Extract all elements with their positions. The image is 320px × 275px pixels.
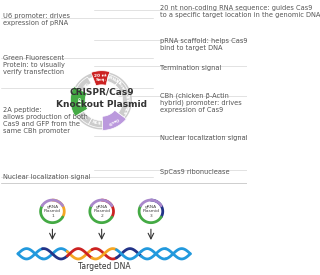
Text: gRNA
Plasmid
2: gRNA Plasmid 2 <box>93 205 110 218</box>
Text: Green Fluorescent
Protein: to visually
verify transfection: Green Fluorescent Protein: to visually v… <box>3 56 65 75</box>
Text: Term: Term <box>116 81 127 93</box>
Text: CBh: CBh <box>124 93 129 103</box>
Polygon shape <box>118 103 130 117</box>
Polygon shape <box>107 75 120 85</box>
Text: U6: U6 <box>80 81 88 88</box>
Text: CBh (chicken β-Actin
hybrid) promoter: drives
expression of Cas9: CBh (chicken β-Actin hybrid) promoter: d… <box>160 92 241 113</box>
Polygon shape <box>71 72 132 130</box>
Polygon shape <box>84 84 119 117</box>
Polygon shape <box>75 75 128 126</box>
Polygon shape <box>78 111 92 125</box>
Text: 20 nt non-coding RNA sequence: guides Cas9
to a specific target location in the : 20 nt non-coding RNA sequence: guides Ca… <box>160 5 320 18</box>
Text: gRNA
Plasmid
3: gRNA Plasmid 3 <box>142 205 159 218</box>
Polygon shape <box>77 77 91 91</box>
Text: Nuclear localization signal: Nuclear localization signal <box>3 174 91 180</box>
Polygon shape <box>139 200 163 223</box>
Text: Targeted DNA: Targeted DNA <box>78 262 131 271</box>
Polygon shape <box>115 80 128 93</box>
Text: gRNA
Plasmid
1: gRNA Plasmid 1 <box>44 205 61 218</box>
Text: 2A peptide:
allows production of both
Cas9 and GFP from the
same CBh promoter: 2A peptide: allows production of both Ca… <box>3 108 88 134</box>
Text: 2A: 2A <box>81 114 89 121</box>
Text: U6 promoter: drives
expression of pRNA: U6 promoter: drives expression of pRNA <box>3 13 70 26</box>
Polygon shape <box>41 200 64 223</box>
Polygon shape <box>85 85 118 116</box>
Text: 20 nt
Seq.: 20 nt Seq. <box>94 73 107 82</box>
Polygon shape <box>88 118 103 128</box>
Text: CRISPR/Cas9
Knockout Plasmid: CRISPR/Cas9 Knockout Plasmid <box>56 87 147 109</box>
Text: NLS: NLS <box>121 104 128 115</box>
Polygon shape <box>121 90 130 104</box>
Text: NLS: NLS <box>91 120 101 127</box>
Text: GFP: GFP <box>76 97 80 106</box>
Polygon shape <box>91 71 110 86</box>
Text: Termination signal: Termination signal <box>160 65 221 71</box>
Text: gRNA: gRNA <box>106 75 120 85</box>
Polygon shape <box>90 200 114 223</box>
Text: Cas9: Cas9 <box>106 116 119 125</box>
Text: Nuclear localization signal: Nuclear localization signal <box>160 135 247 141</box>
Text: pRNA scaffold: helps Cas9
bind to target DNA: pRNA scaffold: helps Cas9 bind to target… <box>160 38 247 51</box>
Polygon shape <box>70 87 88 116</box>
Polygon shape <box>102 110 126 130</box>
Text: SpCas9 ribonuclease: SpCas9 ribonuclease <box>160 169 229 175</box>
